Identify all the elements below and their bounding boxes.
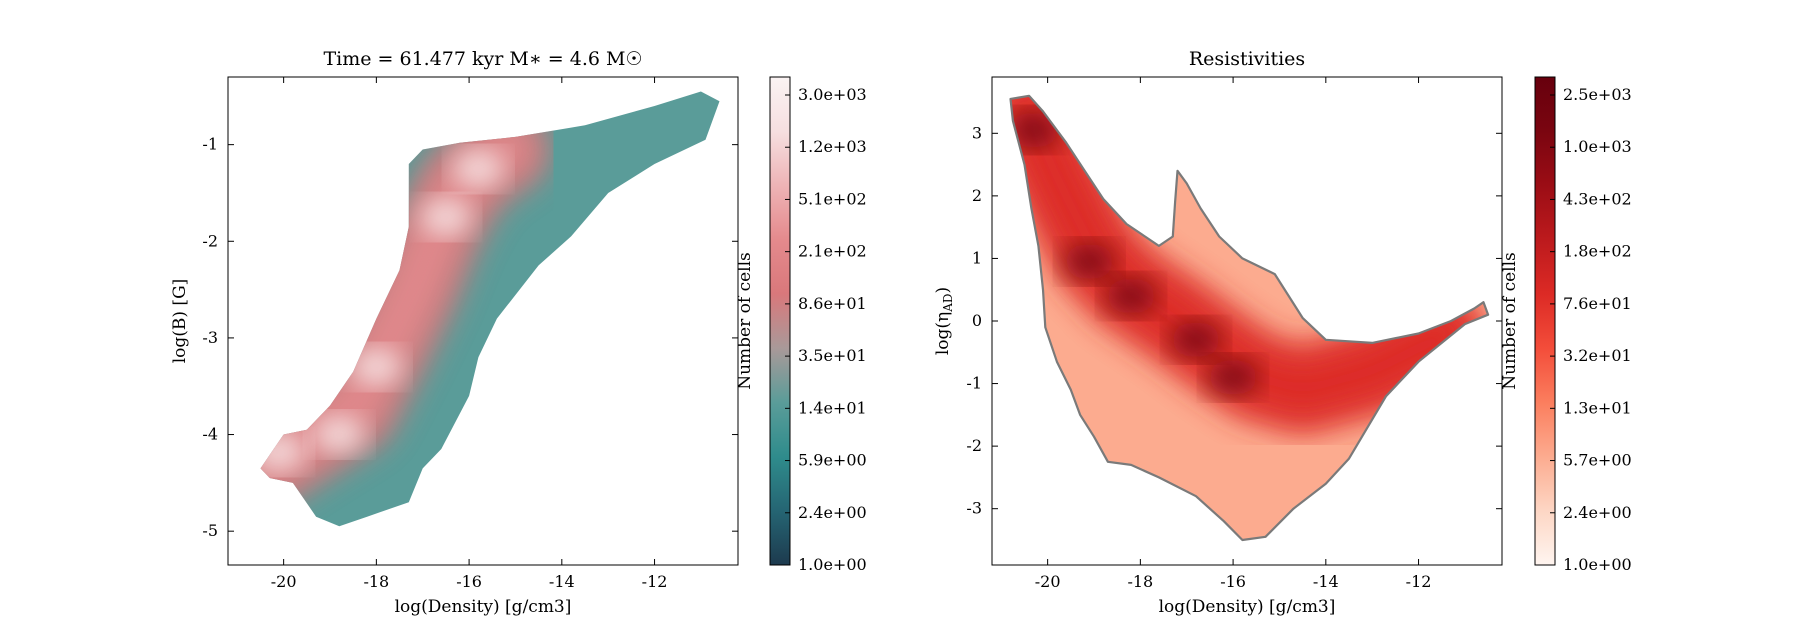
chart-title: Time = 61.477 kyr M∗ = 4.6 M☉ [323,48,642,70]
colorbar-tick-label: 8.6e+01 [798,294,867,313]
y-tick-label: -4 [202,425,218,444]
x-tick-label: -18 [1127,572,1153,591]
x-tick-label: -14 [549,572,575,591]
colorbar-tick-label: 2.5e+03 [1563,85,1632,104]
colorbar-tick-label: 3.5e+01 [798,346,867,365]
density-hotspot [419,199,472,236]
colorbar [769,76,791,566]
colorbar-label: Number of cells [735,252,755,390]
colorbar-tick-label: 2.1e+02 [798,242,867,261]
y-tick-label: 0 [972,311,982,330]
x-tick-label: -20 [1035,572,1061,591]
colorbar-tick-label: 2.4e+00 [1563,503,1632,522]
density-hotspot [1105,277,1158,314]
colorbar-tick-label: 3.0e+03 [798,85,867,104]
density-hotspot [452,150,505,187]
colorbar-tick-label: 1.8e+02 [1563,242,1632,261]
density-region [1010,95,1489,541]
y-tick-label: -1 [202,135,218,154]
y-tick-label: 3 [972,123,982,142]
density-hotspot [260,433,305,470]
x-tick-label: -20 [271,572,297,591]
x-tick-label: -12 [1406,572,1432,591]
density-field [1009,94,1490,542]
panel-resistivities: -20 -18 -16 -14 -12 -3 -2 -1 0 1 2 3 Resistivities lo… [933,48,1632,617]
density-hotspot [350,348,403,385]
density-field [260,91,720,527]
colorbar-tick-label: 7.6e+01 [1563,294,1632,313]
colorbar-tick-label: 2.4e+00 [798,503,867,522]
y-axis-label: log(ηAD) [933,287,955,355]
density-hotspot [1207,359,1260,396]
panel-magnetic-field: -20 -18 -16 -14 -12 -5 -4 -3 -2 -1 Time = 61.477 k… [170,48,867,617]
y-tick-label: 1 [972,248,982,267]
y-tick-label: -1 [966,374,982,393]
y-tick-label: 2 [972,186,982,205]
colorbar-tick-label: 1.3e+01 [1563,398,1632,417]
density-hotspot [1010,112,1060,149]
colorbar-tick-label: 1.0e+03 [1563,137,1632,156]
colorbar-tick-label: 5.9e+00 [798,451,867,470]
x-tick-label: -16 [456,572,482,591]
colorbar-label: Number of cells [1500,252,1520,390]
y-tick-label: -5 [202,521,218,540]
density-hotspot [313,416,366,453]
x-axis-label: log(Density) [g/cm3] [1159,597,1336,617]
colorbar [1534,76,1556,566]
colorbar-tick-label: 3.2e+01 [1563,346,1632,365]
axes-frame [227,76,739,566]
y-tick-label: -3 [202,328,218,347]
y-tick-label: -2 [202,231,218,250]
density-hotspot [1170,321,1222,358]
colorbar-tick-label: 1.2e+03 [798,137,867,156]
y-axis-label: log(B) [G] [170,279,190,364]
colorbar-tick-label: 1.0e+00 [798,555,867,574]
colorbar-tick-label: 5.1e+02 [798,189,867,208]
y-tick-label: -2 [966,436,982,455]
colorbar-tick-label: 5.7e+00 [1563,451,1632,470]
x-axis-label: log(Density) [g/cm3] [395,597,572,617]
region-outline [1009,94,1490,542]
colorbar-tick-label: 1.4e+01 [798,398,867,417]
density-hotspot [1063,243,1116,280]
colorbar-tick-label: 1.0e+00 [1563,555,1632,574]
x-tick-label: -12 [642,572,668,591]
colorbar-tick-label: 4.3e+02 [1563,189,1632,208]
x-tick-label: -18 [363,572,389,591]
y-tick-label: -3 [966,499,982,518]
x-tick-label: -14 [1313,572,1339,591]
x-tick-label: -16 [1220,572,1246,591]
chart-title: Resistivities [1189,48,1305,70]
